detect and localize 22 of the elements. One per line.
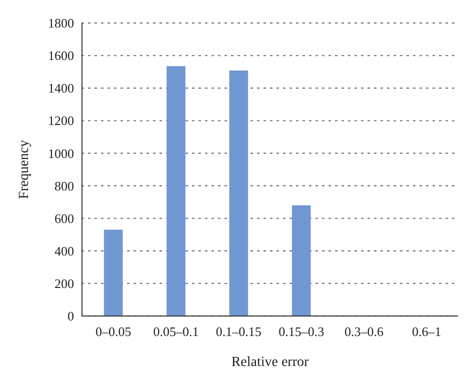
y-tick-label: 1600 — [48, 48, 74, 64]
y-tick-label: 1000 — [48, 146, 74, 161]
y-tick-label: 1800 — [48, 16, 74, 31]
y-tick-label: 1200 — [48, 113, 74, 128]
x-tick-label: 0.1–0.15 — [216, 324, 262, 339]
y-tick-label: 400 — [54, 243, 74, 258]
x-tick-label: 0.6–1 — [412, 324, 442, 339]
y-tick-label: 600 — [54, 210, 74, 226]
x-tick-label: 0.05–0.1 — [153, 324, 199, 339]
y-tick-label: 1400 — [48, 80, 74, 96]
x-tick-label: 0.15–0.3 — [278, 324, 324, 339]
y-axis-title: Frequency — [17, 140, 32, 200]
bar — [104, 230, 123, 316]
bar — [292, 205, 311, 316]
x-axis-title: Relative error — [231, 355, 310, 370]
y-tick-label: 800 — [54, 178, 74, 194]
y-tick-label: 200 — [54, 276, 74, 291]
bar — [166, 66, 186, 316]
y-tick-label: 0 — [68, 308, 74, 324]
bar — [229, 70, 248, 316]
x-tick-label: 0–0.05 — [95, 324, 132, 339]
x-tick-label: 0.3–0.6 — [344, 324, 384, 339]
